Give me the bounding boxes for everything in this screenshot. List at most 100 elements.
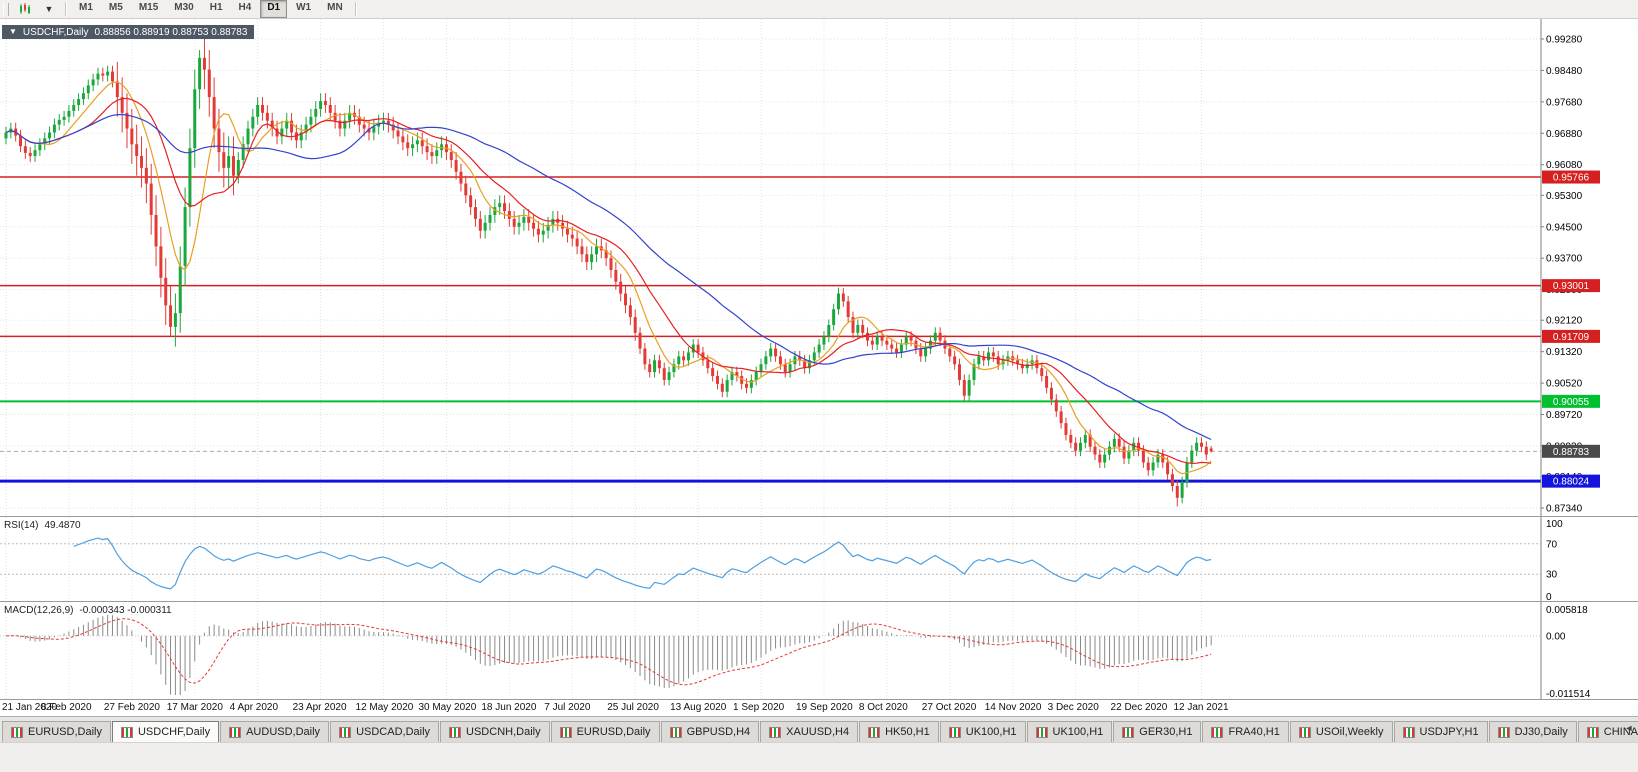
chart-tab[interactable]: CHINA300,H1 [1577, 721, 1638, 742]
chart-tab-label: CHINA300,H1 [1603, 726, 1638, 738]
chart-tab-icon [120, 726, 133, 738]
svg-text:0.00: 0.00 [1546, 631, 1566, 642]
chart-tab[interactable]: XAUUSD,H4 [760, 721, 859, 742]
chart-tab-icon [11, 726, 23, 738]
macd-chart-canvas[interactable]: 0.005818 0.00 -0.011514 [0, 602, 1638, 699]
chart-tab-icon [669, 726, 682, 738]
chart-tab[interactable]: USDCAD,Daily [330, 721, 440, 742]
status-bar [0, 742, 1638, 772]
period-button-d1[interactable]: D1 [260, 0, 288, 18]
chart-tab[interactable]: UK100,H1 [939, 721, 1026, 742]
chart-tab-icon [1298, 726, 1311, 738]
svg-text:0.88783: 0.88783 [1553, 447, 1590, 458]
svg-text:100: 100 [1546, 519, 1563, 530]
chart-tab-label: EURUSD,Daily [28, 726, 102, 738]
main-grid [0, 19, 1541, 516]
svg-text:0.98480: 0.98480 [1546, 66, 1583, 77]
moving-averages-layer [5, 81, 1212, 475]
svg-text:0.87340: 0.87340 [1546, 504, 1583, 515]
date-axis-label: 27 Feb 2020 [103, 702, 160, 713]
rsi-chart-canvas[interactable]: 100 70 30 0 [0, 517, 1638, 601]
chart-ohlc-quote: 0.88856 0.88919 0.88753 0.88783 [94, 26, 248, 38]
date-axis-label: 27 Oct 2020 [921, 702, 977, 713]
price-axis-labels: 0.99280 0.98480 0.97680 0.96880 0.96080 0.953… [1541, 35, 1583, 515]
chart-tab-label: UK100,H1 [1052, 726, 1104, 738]
chart-tab[interactable]: FRA40,H1 [1202, 721, 1289, 742]
date-axis-label: 3 Dec 2020 [1047, 702, 1099, 713]
chart-tab[interactable]: USOil,Weekly [1289, 721, 1393, 742]
rsi-value: 49.4870 [44, 520, 81, 531]
svg-text:0.90520: 0.90520 [1546, 379, 1583, 390]
svg-text:0.97680: 0.97680 [1546, 97, 1583, 108]
date-axis-label: 17 Mar 2020 [166, 702, 223, 713]
chart-tab-label: HK50,H1 [885, 726, 930, 738]
chart-tab[interactable]: GBPUSD,H4 [660, 721, 760, 742]
chart-tab[interactable]: USDCNH,Daily [440, 721, 550, 742]
date-axis-label: 23 Apr 2020 [292, 702, 347, 713]
svg-text:0.88024: 0.88024 [1553, 477, 1590, 488]
chart-tab-icon [1122, 726, 1135, 738]
toolbar-gripper[interactable] [3, 2, 9, 16]
period-button-m30[interactable]: M30 [174, 2, 194, 13]
chart-tab-icon [868, 726, 881, 738]
macd-histogram [10, 614, 1212, 695]
chart-tab-icon [559, 726, 572, 738]
svg-text:0.005818: 0.005818 [1546, 605, 1588, 616]
chart-tab[interactable]: EURUSD,Daily [550, 721, 660, 742]
window-menu-caret-icon[interactable]: ▼ [9, 27, 17, 36]
period-button-m15[interactable]: M15 [138, 2, 159, 13]
period-button-h4[interactable]: H4 [238, 2, 252, 13]
date-axis-label: 14 Nov 2020 [984, 702, 1042, 713]
horizontal-level-lines[interactable] [0, 176, 1541, 483]
chart-tab[interactable]: USDCHF,Daily [111, 721, 220, 742]
date-axis-label: 12 Jan 2021 [1173, 702, 1229, 713]
chart-dropdown-caret-icon[interactable]: ▼ [44, 4, 54, 14]
date-axis-label: 12 May 2020 [355, 702, 414, 713]
rsi-grid [0, 517, 1541, 601]
svg-text:0.99280: 0.99280 [1546, 35, 1583, 46]
chart-tab[interactable]: UK100,H1 [1026, 721, 1113, 742]
svg-text:0.91320: 0.91320 [1546, 347, 1583, 358]
chart-tab[interactable]: HK50,H1 [859, 721, 939, 742]
time-axis[interactable]: 21 Jan 2020 8 Feb 2020 27 Feb 2020 17 Mar 2… [0, 699, 1638, 716]
candles-layer [4, 38, 1213, 507]
date-axis-label: 7 Jul 2020 [544, 702, 591, 713]
period-button-w1[interactable]: W1 [296, 2, 312, 13]
period-button-h1[interactable]: H1 [209, 2, 223, 13]
chart-tab[interactable]: AUDUSD,Daily [220, 721, 330, 742]
period-button-m5[interactable]: M5 [108, 2, 123, 13]
svg-text:0.96880: 0.96880 [1546, 129, 1583, 140]
period-button-mn[interactable]: MN [327, 2, 343, 13]
chart-tab-label: XAUUSD,H4 [786, 726, 850, 738]
macd-signal-line [5, 618, 1212, 686]
chart-window-icon[interactable] [14, 0, 36, 18]
chart-tab-icon [1402, 726, 1415, 738]
svg-text:0.95300: 0.95300 [1546, 191, 1583, 202]
price-axis-badges: 0.95766 0.93001 0.91709 0.90055 0.88024 0.887… [1542, 170, 1600, 488]
chart-tab-label: FRA40,H1 [1228, 726, 1280, 738]
period-button-m1[interactable]: M1 [79, 2, 93, 13]
chart-tab-icon [1497, 726, 1510, 738]
chart-tab[interactable]: DJ30,Daily [1488, 721, 1577, 742]
svg-text:-0.011514: -0.011514 [1546, 689, 1591, 699]
rsi-indicator-panel[interactable]: RSI(14) 49.4870 100 70 30 0 [0, 516, 1638, 601]
svg-text:0.93700: 0.93700 [1546, 254, 1583, 265]
tab-scroll-left-button[interactable]: ◄ [1624, 723, 1634, 733]
chart-tab-bar: EURUSD,Daily USDCHF,Daily AUDUSD,Daily USDC… [0, 716, 1638, 742]
chart-tab-label: USOil,Weekly [1315, 726, 1384, 738]
chart-tab-icon [1586, 726, 1599, 738]
main-chart-panel[interactable]: ▼ USDCHF,Daily 0.88856 0.88919 0.88753 0… [0, 19, 1638, 516]
chart-tab-label: EURUSD,Daily [576, 726, 651, 738]
date-axis-label: 30 May 2020 [418, 702, 477, 713]
macd-indicator-panel[interactable]: MACD(12,26,9) -0.000343 -0.000311 0.00581… [0, 601, 1638, 699]
chart-tab[interactable]: EURUSD,Daily [2, 721, 111, 742]
svg-text:0: 0 [1546, 592, 1552, 601]
chart-tab[interactable]: USDJPY,H1 [1393, 721, 1488, 742]
svg-text:0.94500: 0.94500 [1546, 222, 1583, 233]
chart-title-bar[interactable]: ▼ USDCHF,Daily 0.88856 0.88919 0.88753 0… [2, 25, 255, 39]
price-chart-canvas[interactable]: 0.99280 0.98480 0.97680 0.96880 0.96080 0.953… [0, 19, 1638, 516]
chart-tab[interactable]: GER30,H1 [1113, 721, 1202, 742]
date-axis-label: 19 Sep 2020 [795, 702, 853, 713]
date-axis-label: 13 Aug 2020 [670, 702, 727, 713]
chart-tab-label: USDJPY,H1 [1419, 726, 1479, 738]
